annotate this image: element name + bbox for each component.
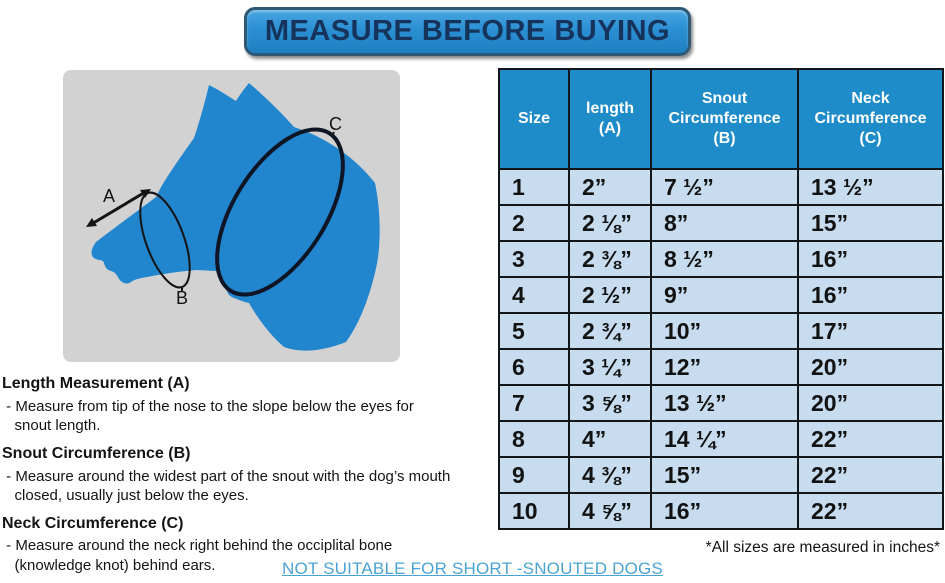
length-arrowhead-right: [140, 189, 151, 198]
cell-length-a: 2 ½”: [568, 276, 652, 314]
cell-neck-circumference-c: 20”: [797, 348, 944, 386]
cell-length-a: 3 ¼”: [568, 348, 652, 386]
note-neck-heading: Neck Circumference (C): [2, 514, 184, 532]
header-length: length (A): [568, 68, 652, 170]
cell-snout-circumference-b: 14 ¼”: [650, 420, 799, 458]
note-neck-body: - Measure around the neck right behind t…: [6, 537, 393, 574]
dog-head-illustration: A B C: [86, 83, 380, 351]
cell-snout-circumference-b: 10”: [650, 312, 799, 350]
cell-snout-circumference-b: 7 ½”: [650, 168, 799, 206]
cell-neck-circumference-c: 22”: [797, 456, 944, 494]
measurement-notes: Length Measurement (A) - Measure from ti…: [2, 374, 502, 583]
label-a: A: [103, 186, 115, 206]
label-c: C: [329, 114, 342, 134]
size-table-body: 1 2” 7 ½” 13 ½” 2 2 ⅛” 8” 15” 3 2 ⅜” 8 ½” 16” 4 2 ½” 9…: [498, 168, 944, 530]
header-snout-circumference: Snout Circumference (B): [650, 68, 799, 170]
note-snout-heading: Snout Circumference (B): [2, 444, 191, 462]
cell-snout-circumference-b: 16”: [650, 492, 799, 530]
cell-size: 8: [498, 420, 570, 458]
cell-size: 9: [498, 456, 570, 494]
cell-snout-circumference-b: 13 ½”: [650, 384, 799, 422]
measure-before-buying-banner: MEASURE BEFORE BUYING: [244, 7, 691, 56]
neck-circumference-ellipse: [215, 127, 345, 297]
cell-snout-circumference-b: 12”: [650, 348, 799, 386]
cell-neck-circumference-c: 16”: [797, 240, 944, 278]
not-suitable-link[interactable]: NOT SUITABLE FOR SHORT -SNOUTED DOGS: [282, 559, 663, 578]
cell-size: 2: [498, 204, 570, 242]
cell-snout-circumference-b: 8”: [650, 204, 799, 242]
cell-size: 6: [498, 348, 570, 386]
length-arrow: [89, 189, 148, 227]
cell-size: 5: [498, 312, 570, 350]
note-length: Length Measurement (A) - Measure from ti…: [2, 374, 502, 436]
cell-length-a: 2 ⅛”: [568, 204, 652, 242]
banner-title: MEASURE BEFORE BUYING: [264, 15, 671, 47]
cell-neck-circumference-c: 15”: [797, 204, 944, 242]
cell-length-a: 3 ⅝”: [568, 384, 652, 422]
label-b: B: [176, 288, 188, 308]
cell-neck-circumference-c: 16”: [797, 276, 944, 314]
note-snout-body: - Measure around the widest part of the …: [6, 467, 451, 505]
size-table-container: Size length (A) Snout Circumference (B) …: [498, 68, 944, 530]
note-neck: Neck Circumference (C) - Measure around …: [2, 514, 502, 576]
cell-length-a: 2”: [568, 168, 652, 206]
cell-snout-circumference-b: 8 ½”: [650, 240, 799, 278]
header-size: Size: [498, 68, 570, 170]
header-neck-circumference: Neck Circumference (C): [797, 68, 944, 170]
cell-size: 1: [498, 168, 570, 206]
note-snout: Snout Circumference (B) - Measure around…: [2, 444, 502, 506]
cell-neck-circumference-c: 20”: [797, 384, 944, 422]
table-row: 8 4” 14 ¼” 22”: [498, 420, 944, 458]
warning-link-container: NOT SUITABLE FOR SHORT -SNOUTED DOGS: [0, 559, 945, 579]
cell-snout-circumference-b: 9”: [650, 276, 799, 314]
table-row: 10 4 ⅝” 16” 22”: [498, 492, 944, 530]
cell-snout-circumference-b: 15”: [650, 456, 799, 494]
label-c-tick: [331, 131, 335, 137]
size-table-header: Size length (A) Snout Circumference (B) …: [498, 68, 944, 170]
cell-length-a: 2 ¾”: [568, 312, 652, 350]
cell-neck-circumference-c: 22”: [797, 492, 944, 530]
cell-length-a: 4 ⅜”: [568, 456, 652, 494]
cell-size: 10: [498, 492, 570, 530]
length-arrowhead-left: [86, 218, 97, 227]
header-row: Size length (A) Snout Circumference (B) …: [498, 68, 944, 170]
cell-neck-circumference-c: 22”: [797, 420, 944, 458]
cell-length-a: 2 ⅜”: [568, 240, 652, 278]
note-length-heading: Length Measurement (A): [2, 375, 190, 392]
cell-size: 7: [498, 384, 570, 422]
size-table: Size length (A) Snout Circumference (B) …: [498, 68, 944, 530]
cell-neck-circumference-c: 17”: [797, 312, 944, 350]
cell-length-a: 4”: [568, 420, 652, 458]
note-length-body: - Measure from tip of the nose to the sl…: [6, 397, 414, 435]
table-row: 1 2” 7 ½” 13 ½”: [498, 168, 944, 206]
dog-measurement-diagram: A B C: [63, 70, 400, 362]
cell-neck-circumference-c: 13 ½”: [797, 168, 944, 206]
cell-size: 4: [498, 276, 570, 314]
all-sizes-footnote: *All sizes are measured in inches*: [705, 539, 940, 556]
dog-head-silhouette: [91, 83, 380, 351]
cell-size: 3: [498, 240, 570, 278]
cell-length-a: 4 ⅝”: [568, 492, 652, 530]
